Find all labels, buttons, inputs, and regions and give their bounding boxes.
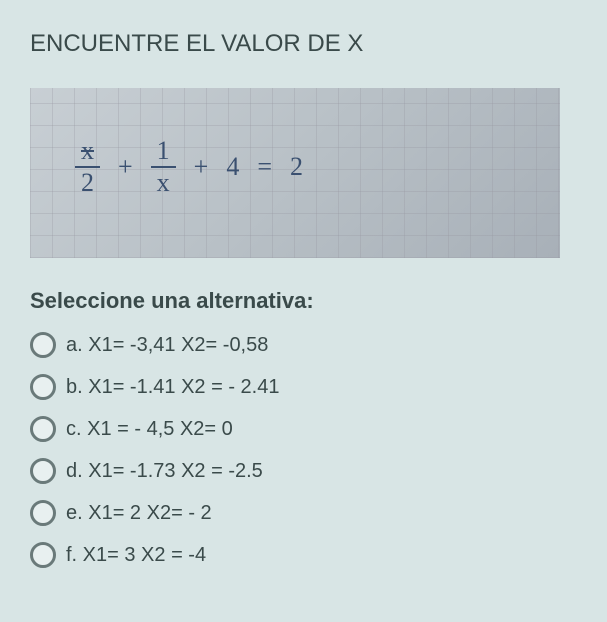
answer-prompt: Seleccione una alternativa: — [30, 288, 577, 314]
equation-equation: x 2 + 1 x + 4 = 2 — [30, 88, 560, 246]
equals-sign: = — [257, 152, 272, 182]
operator-plus-2: + — [194, 152, 209, 182]
equation-image: x 2 + 1 x + 4 = 2 — [30, 88, 560, 258]
term-4: 4 — [226, 152, 239, 182]
fraction-2: 1 x — [151, 138, 176, 196]
option-a[interactable]: a. X1= -3,41 X2= -0,58 — [30, 332, 577, 358]
rhs-value: 2 — [290, 152, 303, 182]
radio-e[interactable] — [30, 500, 56, 526]
option-d-label: d. X1= -1.73 X2 = -2.5 — [66, 460, 263, 483]
fraction-1-denominator: 2 — [81, 168, 94, 196]
option-d[interactable]: d. X1= -1.73 X2 = -2.5 — [30, 458, 577, 484]
fraction-1: x 2 — [75, 138, 100, 196]
radio-d[interactable] — [30, 458, 56, 484]
options-list: a. X1= -3,41 X2= -0,58 b. X1= -1.41 X2 =… — [30, 332, 577, 568]
option-f-label: f. X1= 3 X2 = -4 — [66, 544, 206, 567]
option-b-label: b. X1= -1.41 X2 = - 2.41 — [66, 376, 279, 399]
operator-plus-1: + — [118, 152, 133, 182]
option-c[interactable]: c. X1 = - 4,5 X2= 0 — [30, 416, 577, 442]
option-e[interactable]: e. X1= 2 X2= - 2 — [30, 500, 577, 526]
option-f[interactable]: f. X1= 3 X2 = -4 — [30, 542, 577, 568]
radio-a[interactable] — [30, 332, 56, 358]
option-b[interactable]: b. X1= -1.41 X2 = - 2.41 — [30, 374, 577, 400]
question-title: ENCUENTRE EL VALOR DE X — [30, 30, 577, 58]
fraction-2-denominator: x — [157, 168, 170, 196]
option-e-label: e. X1= 2 X2= - 2 — [66, 502, 212, 525]
fraction-1-numerator: x — [75, 138, 100, 168]
radio-c[interactable] — [30, 416, 56, 442]
option-c-label: c. X1 = - 4,5 X2= 0 — [66, 418, 233, 441]
fraction-2-numerator: 1 — [151, 138, 176, 168]
radio-f[interactable] — [30, 542, 56, 568]
radio-b[interactable] — [30, 374, 56, 400]
option-a-label: a. X1= -3,41 X2= -0,58 — [66, 334, 268, 357]
